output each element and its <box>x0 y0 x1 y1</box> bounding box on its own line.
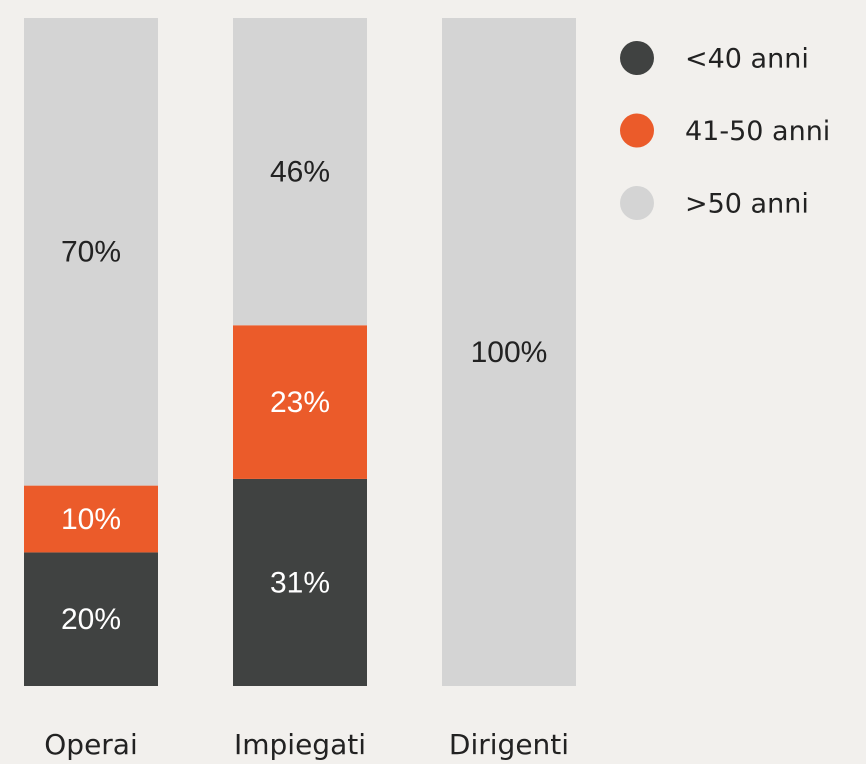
legend-label: <40 anni <box>685 44 809 75</box>
bar-segment <box>24 18 158 486</box>
bar-segment <box>233 325 367 479</box>
legend-marker <box>620 41 654 75</box>
bar-segment <box>24 485 158 553</box>
x-tick-label: Dirigenti <box>449 728 569 761</box>
legend-label: >50 anni <box>685 189 809 220</box>
x-tick-label: Impiegati <box>234 728 366 761</box>
bar-segment <box>233 18 367 326</box>
data-label: 20% <box>61 603 121 636</box>
data-label: 46% <box>270 156 330 189</box>
data-label: 10% <box>61 503 121 536</box>
bar-segment <box>24 552 158 686</box>
data-label: 31% <box>270 566 330 599</box>
bar-segment <box>233 478 367 686</box>
legend-marker <box>620 186 654 220</box>
legend-marker <box>620 113 654 148</box>
data-label: 23% <box>270 386 330 419</box>
data-label: 100% <box>471 336 548 369</box>
x-tick-label: Operai <box>44 728 138 761</box>
legend-label: 41-50 anni <box>685 116 830 147</box>
bar-segment <box>442 18 576 686</box>
data-label: 70% <box>61 236 121 269</box>
